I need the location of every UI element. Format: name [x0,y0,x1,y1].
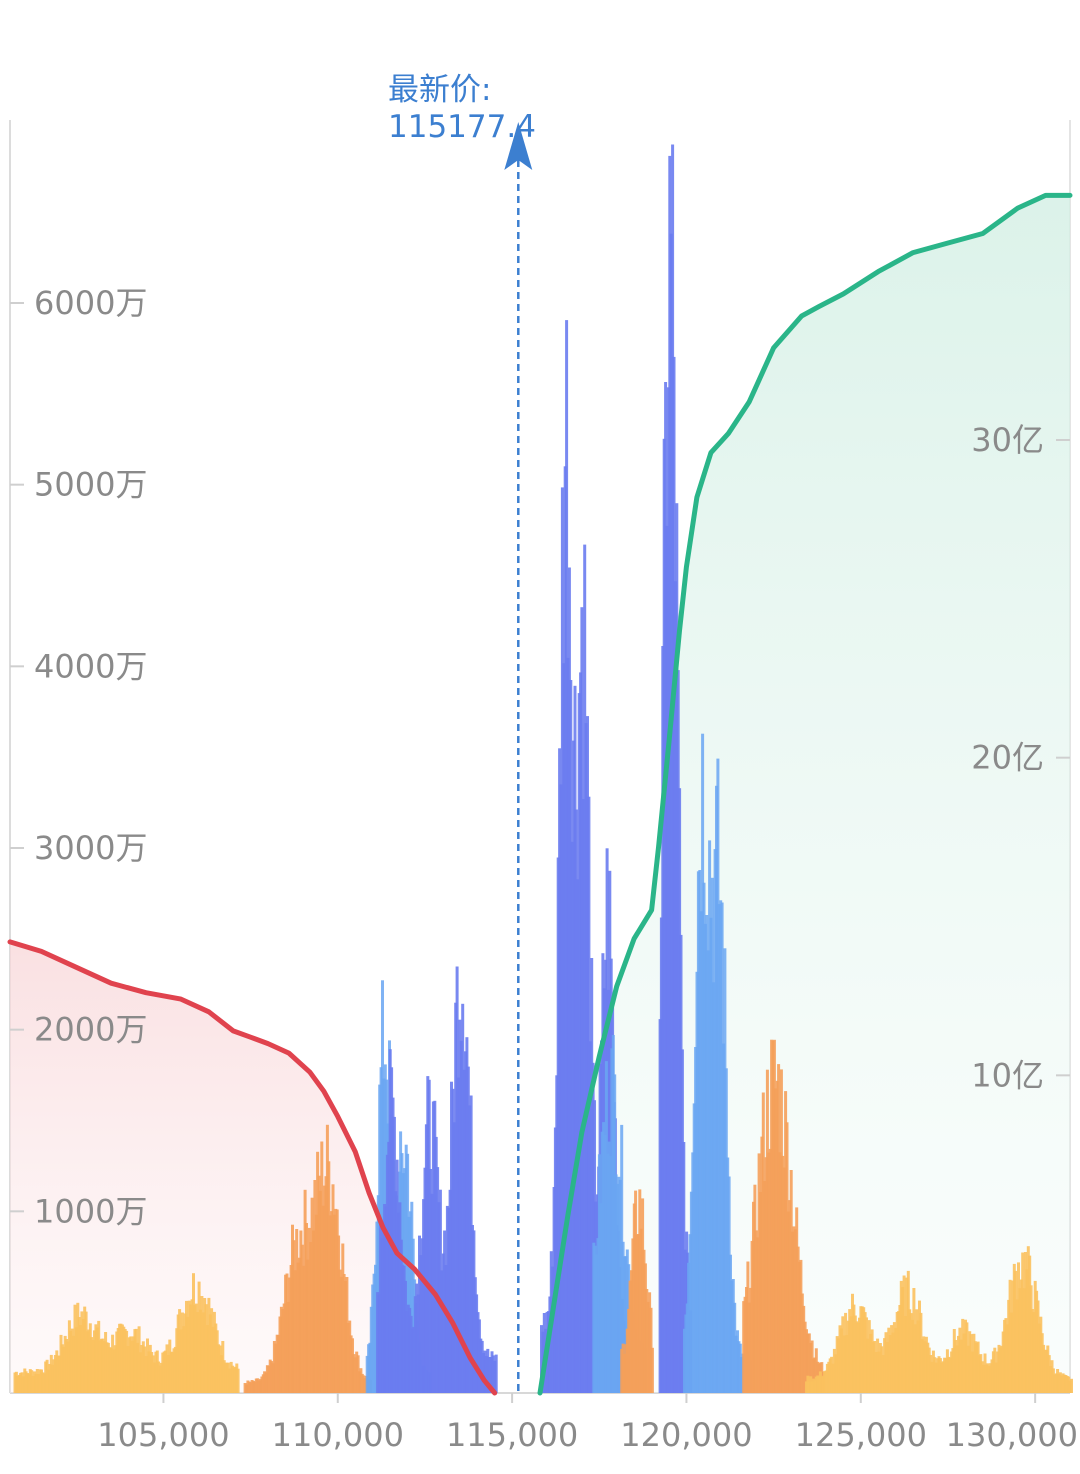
latest-price-caption: 最新价 [388,72,481,108]
y-right-tick-label: 10亿 [971,1056,1044,1094]
area-layer [10,195,1070,1393]
y-left-tick-label: 6000万 [34,284,147,322]
x-tick-label: 105,000 [97,1416,229,1454]
tick-layer: 1000万 2000万 3000万 4000万 5000万 6000万 10亿 20亿 30亿 1… [10,284,1078,1454]
y-left-tick-label: 2000万 [34,1011,147,1049]
y-right-tick-label: 20亿 [971,739,1044,777]
y-left-tick-label: 1000万 [34,1192,147,1230]
latest-price-label: 最新价: 115177.4 [388,64,648,145]
line-layer [7,192,1073,1396]
ask-depth-line [537,192,1073,1396]
latest-price-separator: : [481,72,492,108]
volume-bar [650,1347,654,1393]
latest-price-arrow [504,122,533,170]
x-tick-label: 115,000 [446,1416,578,1454]
y-left-tick-label: 4000万 [34,647,147,685]
x-tick-label: 130,000 [946,1416,1078,1454]
bid-depth-line [7,939,498,1396]
x-tick-label: 120,000 [620,1416,752,1454]
bar-layer [13,144,1073,1394]
volume-bar [1070,1378,1073,1393]
volume-bar [494,1354,498,1393]
x-tick-label: 110,000 [272,1416,404,1454]
y-right-tick-label: 30亿 [971,421,1044,459]
y-left-tick-label: 3000万 [34,829,147,867]
latest-price-value: 115177.4 [388,109,536,145]
marker-layer [504,122,533,1393]
y-left-tick-label: 5000万 [34,466,147,504]
x-tick-label: 125,000 [795,1416,927,1454]
volume-bar [236,1368,240,1393]
